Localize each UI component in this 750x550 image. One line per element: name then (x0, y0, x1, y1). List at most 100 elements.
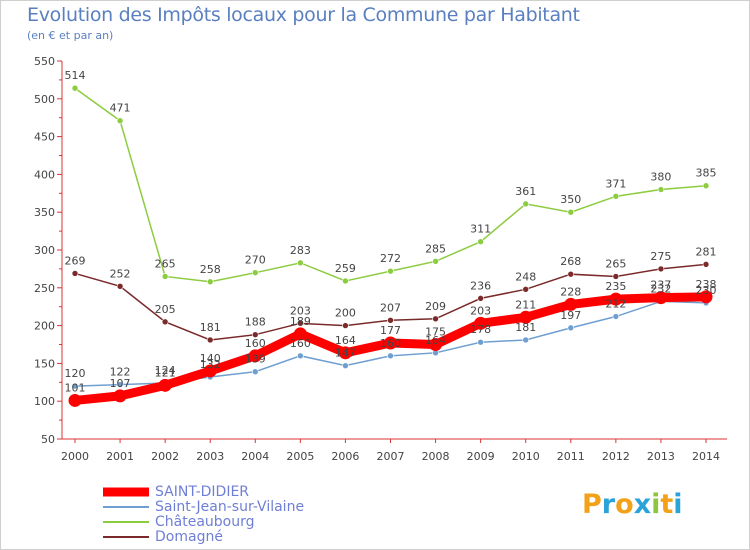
data-point (251, 368, 259, 376)
data-label: 269 (65, 254, 86, 267)
data-label: 200 (335, 307, 356, 320)
data-point (71, 382, 79, 390)
legend-swatch-chateaubourg (103, 521, 149, 523)
data-point (387, 352, 394, 360)
data-label: 514 (65, 69, 86, 82)
y-tick-label: 150 (34, 357, 55, 370)
legend-label: Domagné (155, 528, 223, 545)
data-label: 268 (560, 255, 581, 268)
y-tick-label: 50 (41, 433, 55, 446)
data-point (612, 193, 620, 200)
data-label: 281 (696, 245, 717, 258)
data-point (113, 389, 127, 403)
legend-swatch-saint-jean (103, 506, 149, 508)
data-label: 178 (470, 323, 491, 336)
data-point (71, 270, 79, 277)
data-label: 471 (110, 102, 131, 115)
data-label: 140 (200, 352, 221, 365)
x-tick-label: 2012 (602, 450, 630, 463)
x-tick-label: 2004 (241, 450, 269, 463)
data-point (612, 313, 620, 320)
data-point (657, 186, 665, 193)
data-label: 188 (245, 316, 266, 329)
y-tick-label: 400 (34, 168, 55, 181)
data-point (432, 258, 439, 265)
data-label: 230 (696, 284, 717, 297)
data-label: 177 (380, 324, 401, 337)
data-point (161, 318, 169, 326)
legend-label: Saint-Jean-sur-Vilaine (155, 498, 305, 515)
legend-item-domagne[interactable]: Domagné (103, 528, 304, 545)
legend-item-saint-didier[interactable]: SAINT-DIDIER (103, 484, 304, 500)
data-label: 160 (290, 337, 311, 350)
data-point (474, 316, 488, 330)
data-point (342, 362, 349, 369)
data-point (297, 259, 304, 267)
data-label: 121 (155, 366, 176, 379)
data-label: 272 (380, 252, 401, 265)
data-point (158, 378, 172, 392)
data-label: 164 (425, 334, 446, 347)
legend: SAINT-DIDIER Saint-Jean-sur-Vilaine Chât… (103, 484, 305, 545)
data-label: 122 (110, 366, 131, 379)
data-label: 259 (335, 262, 356, 275)
data-point (702, 182, 710, 190)
data-point (702, 261, 710, 268)
data-label: 181 (200, 321, 221, 334)
legend-item-saint-jean[interactable]: Saint-Jean-sur-Vilaine (103, 498, 305, 515)
data-point (522, 336, 530, 344)
data-label: 232 (650, 282, 671, 295)
data-point (342, 322, 349, 329)
x-tick-label: 2006 (331, 450, 359, 463)
data-label: 160 (380, 337, 401, 350)
legend-item-chateaubourg[interactable]: Châteaubourg (103, 514, 304, 530)
data-point (116, 282, 124, 290)
data-point (251, 331, 259, 338)
legend-swatch-domagne (103, 536, 149, 538)
logo-letter: t (660, 489, 674, 520)
data-label: 252 (110, 267, 131, 280)
data-point (248, 349, 262, 363)
data-point (522, 200, 530, 208)
y-tick-label: 500 (34, 93, 55, 106)
data-point (477, 295, 484, 302)
data-label: 311 (470, 223, 491, 236)
proxiti-logo: Proxiti (582, 489, 683, 520)
data-point (68, 393, 82, 407)
x-tick-label: 2013 (647, 450, 675, 463)
data-label: 350 (560, 193, 581, 206)
data-label: 371 (605, 177, 626, 190)
data-label: 139 (245, 353, 266, 366)
x-tick-label: 2011 (557, 450, 585, 463)
data-point (342, 277, 349, 285)
y-tick-label: 300 (34, 244, 55, 257)
y-tick-label: 550 (34, 55, 55, 68)
legend-swatch-saint-didier (103, 487, 149, 497)
data-label: 380 (650, 171, 671, 184)
data-label: 120 (65, 367, 86, 380)
x-tick-label: 2000 (61, 450, 89, 463)
chart-subtitle: (en € et par an) (27, 29, 114, 42)
x-tick-label: 2008 (422, 450, 450, 463)
logo-letter: o (615, 489, 634, 520)
data-label: 101 (65, 381, 86, 394)
y-tick-label: 350 (34, 206, 55, 219)
data-label: 248 (515, 270, 536, 283)
data-label: 361 (515, 185, 536, 198)
data-label: 107 (110, 377, 131, 390)
data-label: 203 (470, 304, 491, 317)
x-tick-label: 2001 (106, 450, 134, 463)
data-label: 385 (696, 167, 717, 180)
data-label: 283 (290, 244, 311, 257)
x-tick-label: 2005 (286, 450, 314, 463)
logo-letter: r (601, 489, 616, 520)
data-label: 211 (515, 298, 536, 311)
data-point (477, 338, 484, 346)
data-label: 258 (200, 263, 221, 276)
x-tick-label: 2010 (512, 450, 540, 463)
data-point (338, 346, 352, 360)
data-label: 164 (335, 334, 356, 347)
data-label: 209 (425, 300, 446, 313)
data-label: 189 (290, 315, 311, 328)
y-tick-label: 450 (34, 131, 55, 144)
